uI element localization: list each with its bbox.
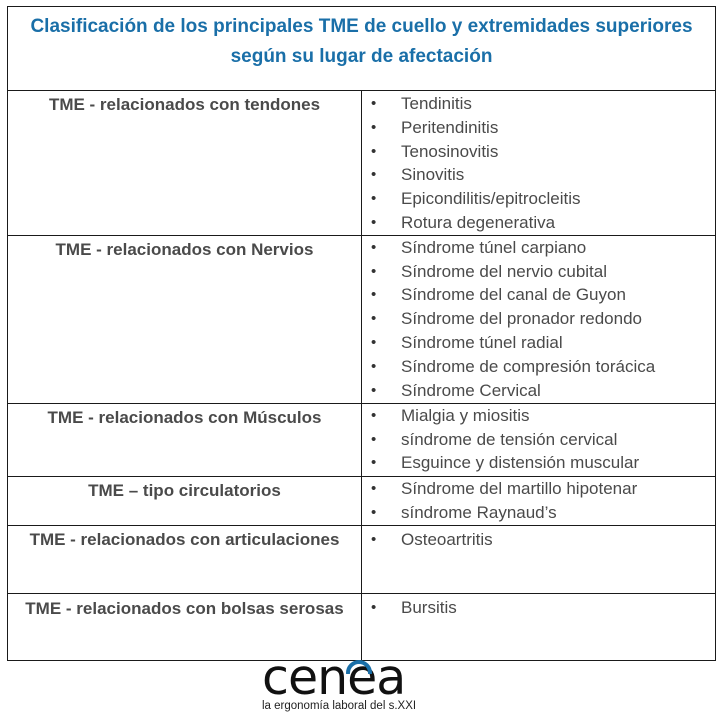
category-articulaciones: TME - relacionados con articulaciones <box>7 524 362 594</box>
logo-wordmark: cenea <box>262 649 406 706</box>
disorder-list: Mialgia y miositis síndrome de tensión c… <box>361 402 716 477</box>
list-item: síndrome Raynaud’s <box>362 501 715 525</box>
list-item: Sinovitis <box>362 163 715 187</box>
logo-arc-icon <box>346 660 372 674</box>
list-item: Síndrome del nervio cubital <box>362 260 715 284</box>
list-item: Síndrome Cervical <box>362 379 715 403</box>
table-row: TME - relacionados con bolsas serosas Bu… <box>7 592 716 661</box>
table-row: TME - relacionados con Músculos Mialgia … <box>7 402 716 477</box>
list-item: Síndrome del pronador redondo <box>362 307 715 331</box>
table-row: TME – tipo circulatorios Síndrome del ma… <box>7 475 716 526</box>
disorder-list: Osteoartritis <box>361 524 716 594</box>
list-item: Tendinitis <box>362 92 715 116</box>
table-row: TME - relacionados con tendones Tendinit… <box>7 90 716 236</box>
list-item: Tenosinovitis <box>362 140 715 164</box>
list-item: síndrome de tensión cervical <box>362 428 715 452</box>
disorder-list: Bursitis <box>361 592 716 661</box>
classification-table: Clasificación de los principales TME de … <box>7 6 716 661</box>
disorder-list: Síndrome túnel carpiano Síndrome del ner… <box>361 234 716 404</box>
logo-tagline: la ergonomía laboral del s.XXI <box>262 700 417 712</box>
list-item: Osteoartritis <box>362 528 715 552</box>
category-tendones: TME - relacionados con tendones <box>7 90 362 236</box>
disorder-list: Tendinitis Peritendinitis Tenosinovitis … <box>361 90 716 236</box>
category-musculos: TME - relacionados con Músculos <box>7 402 362 477</box>
list-item: Mialgia y miositis <box>362 404 715 428</box>
list-item: Síndrome túnel radial <box>362 331 715 355</box>
list-item: Síndrome de compresión torácica <box>362 355 715 379</box>
list-item: Síndrome del martillo hipotenar <box>362 477 715 501</box>
category-circulatorios: TME – tipo circulatorios <box>7 475 362 526</box>
disorder-list: Síndrome del martillo hipotenar síndrome… <box>361 475 716 526</box>
list-item: Esguince y distensión muscular <box>362 451 715 475</box>
category-bolsas-serosas: TME - relacionados con bolsas serosas <box>7 592 362 661</box>
table-row: TME - relacionados con Nervios Síndrome … <box>7 234 716 404</box>
list-item: Peritendinitis <box>362 116 715 140</box>
table-row: TME - relacionados con articulaciones Os… <box>7 524 716 594</box>
list-item: Rotura degenerativa <box>362 211 715 235</box>
category-nervios: TME - relacionados con Nervios <box>7 234 362 404</box>
list-item: Epicondilitis/epitrocleitis <box>362 187 715 211</box>
list-item: Bursitis <box>362 596 715 620</box>
table-title: Clasificación de los principales TME de … <box>7 6 716 91</box>
list-item: Síndrome túnel carpiano <box>362 236 715 260</box>
cenea-logo: cenea la ergonomía laboral del s.XXI <box>262 650 422 718</box>
title-row: Clasificación de los principales TME de … <box>7 6 716 91</box>
list-item: Síndrome del canal de Guyon <box>362 283 715 307</box>
